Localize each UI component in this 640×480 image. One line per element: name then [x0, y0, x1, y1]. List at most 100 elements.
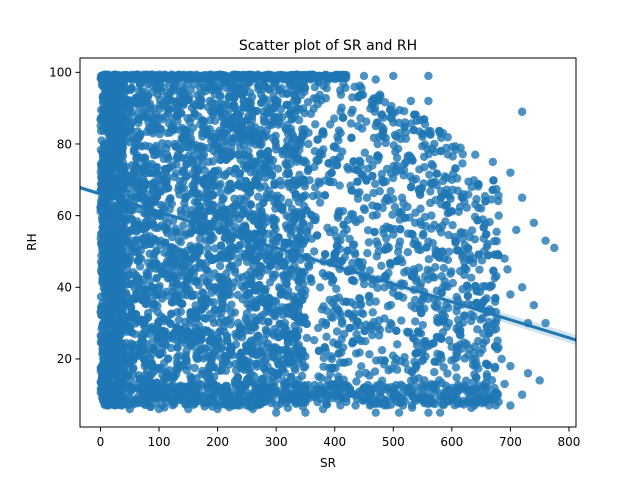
scatter-point: [440, 172, 449, 181]
scatter-point: [272, 356, 282, 365]
scatter-point: [490, 236, 499, 246]
scatter-point: [152, 333, 161, 342]
scatter-point: [235, 327, 245, 336]
scatter-point: [155, 129, 164, 139]
scatter-point: [481, 336, 491, 345]
scatter-point: [127, 107, 137, 117]
scatter-point: [369, 188, 378, 198]
scatter-point: [335, 153, 345, 162]
scatter-point: [273, 191, 282, 200]
scatter-point: [419, 293, 428, 302]
scatter-point: [167, 123, 176, 133]
scatter-point: [488, 185, 497, 195]
scatter-point: [426, 130, 435, 139]
scatter-point: [234, 274, 243, 283]
scatter-point: [455, 202, 465, 212]
scatter-point: [219, 120, 229, 129]
scatter-point: [329, 142, 339, 151]
scatter-point: [213, 334, 223, 344]
scatter-point: [365, 155, 374, 164]
scatter-point: [173, 336, 182, 346]
scatter-point: [251, 303, 261, 312]
scatter-point: [429, 339, 438, 348]
scatter-point: [399, 171, 408, 180]
scatter-point: [377, 169, 386, 179]
scatter-point: [332, 327, 342, 336]
scatter-point: [216, 188, 225, 198]
scatter-point: [239, 205, 248, 215]
scatter-point: [182, 192, 191, 201]
scatter-point: [172, 324, 181, 333]
scatter-point: [314, 177, 323, 186]
scatter-point: [377, 261, 386, 271]
scatter-point: [217, 304, 226, 313]
scatter-point: [365, 350, 374, 359]
scatter-point: [191, 276, 201, 285]
scatter-point: [354, 369, 364, 379]
scatter-point: [400, 213, 410, 223]
scatter-point: [219, 288, 228, 297]
scatter-point: [282, 100, 291, 110]
scatter-point: [350, 82, 359, 92]
scatter-point: [173, 111, 182, 121]
scatter-point: [270, 324, 279, 334]
scatter-point: [198, 288, 207, 297]
scatter-point: [111, 311, 120, 320]
scatter-point: [206, 204, 216, 214]
scatter-point: [316, 373, 326, 383]
scatter-point: [179, 221, 188, 230]
scatter-point: [357, 84, 366, 93]
scatter-point: [419, 152, 429, 161]
scatter-point: [312, 94, 321, 103]
scatter-point: [426, 187, 435, 196]
scatter-point: [274, 120, 283, 129]
scatter-point: [276, 290, 286, 299]
scatter-point: [467, 226, 477, 235]
scatter-point: [269, 273, 278, 282]
scatter-point: [297, 346, 307, 355]
scatter-point: [141, 218, 151, 227]
scatter-point: [392, 365, 402, 374]
scatter-point: [298, 288, 307, 297]
scatter-point: [364, 238, 374, 247]
scatter-point: [125, 323, 135, 332]
scatter-point: [467, 273, 476, 282]
scatter-point: [233, 373, 243, 382]
scatter-point: [257, 262, 266, 272]
scatter-point: [451, 142, 460, 151]
scatter-point: [418, 320, 427, 330]
scatter-point: [220, 171, 229, 181]
scatter-point: [130, 220, 139, 230]
scatter-point: [286, 109, 295, 118]
scatter-point: [240, 183, 250, 193]
scatter-point: [241, 341, 251, 350]
scatter-point: [443, 150, 452, 159]
scatter-point: [443, 369, 452, 378]
scatter-point: [481, 197, 490, 206]
scatter-point: [332, 284, 341, 294]
scatter-point: [437, 133, 446, 143]
scatter-point: [308, 191, 318, 201]
scatter-point: [114, 97, 123, 106]
scatter-point: [143, 92, 153, 101]
scatter-point: [358, 309, 368, 319]
scatter-point: [303, 97, 313, 107]
scatter-point: [420, 212, 430, 222]
scatter-point: [334, 349, 343, 358]
scatter-point: [411, 174, 421, 184]
scatter-point: [438, 328, 448, 337]
scatter-point: [141, 231, 151, 240]
scatter-point: [176, 237, 185, 247]
scatter-point: [338, 317, 347, 326]
scatter-point: [232, 124, 242, 134]
scatter-point: [198, 152, 207, 161]
scatter-point: [439, 362, 448, 372]
scatter-point: [323, 223, 332, 233]
scatter-point: [473, 180, 483, 189]
scatter-point: [296, 255, 305, 264]
scatter-point: [452, 307, 461, 316]
scatter-point: [153, 90, 163, 100]
scatter-point: [413, 327, 423, 336]
scatter-point: [186, 372, 195, 381]
scatter-point: [349, 157, 358, 166]
